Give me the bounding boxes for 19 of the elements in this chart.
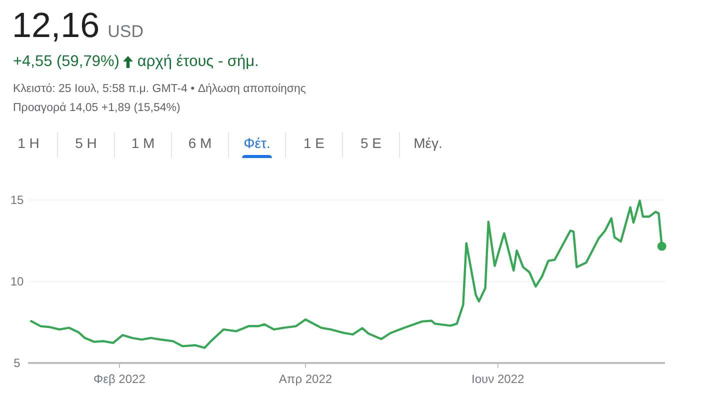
chart-title: 12,16 USD [12, 6, 144, 45]
x-tick-label: Ιουν 2022 [472, 372, 524, 386]
text: 5 Ε [342, 132, 399, 158]
chart-subtitle: +4,55 (59,79%) [13, 53, 120, 71]
y-tick-label: 15 [10, 193, 24, 207]
y-tick-label: 5 [14, 356, 21, 370]
text: Κλειστό: 25 Ιουλ, 5:58 π.μ. GMT-4 • Δήλωση αποποίησης [13, 83, 306, 95]
x-tick-label: Απρ 2022 [278, 372, 332, 386]
y-tick-label: 10 [10, 274, 24, 288]
x-tick-label: Φεβ 2022 [94, 372, 146, 386]
text: 1 Ε [285, 132, 342, 158]
text: 6 Μ [171, 132, 228, 158]
text: Φέτ. [228, 132, 285, 158]
text: 1 Η [16, 134, 40, 153]
text: Μέγ. [399, 132, 456, 158]
text: Προαγορά 14,05 +1,89 (15,54%) [13, 102, 180, 114]
text: αρχή έτους - σήμ. [137, 53, 259, 71]
text: 5 Η [57, 132, 114, 158]
text: 1 Μ [114, 132, 171, 158]
